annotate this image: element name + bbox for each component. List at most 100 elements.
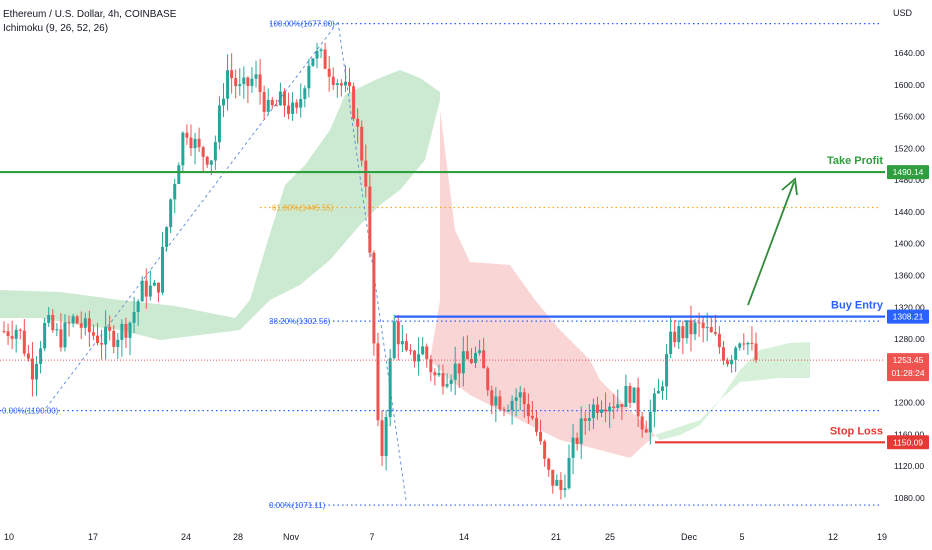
- buy-entry-badge-value: 1308.21: [893, 312, 924, 322]
- candle-body: [469, 359, 473, 363]
- candle-body: [112, 330, 116, 347]
- candle-body: [144, 280, 148, 297]
- candle-body: [563, 488, 567, 490]
- candle-body: [734, 347, 738, 360]
- candle-body: [628, 385, 632, 403]
- candle-body: [364, 160, 368, 187]
- candle-body: [543, 441, 547, 459]
- candle-body: [91, 332, 95, 336]
- trade-levels[interactable]: Take Profit Buy Entry Stop Loss: [0, 155, 885, 444]
- ichimoku-indicator-label[interactable]: Ichimoku (9, 26, 52, 26): [3, 23, 109, 34]
- candle-body: [522, 392, 526, 405]
- candle-body: [413, 350, 417, 362]
- candle-body: [226, 70, 230, 99]
- candle-body: [587, 418, 591, 421]
- candle-body: [185, 132, 189, 138]
- price-tick-label: 1400.00: [894, 239, 925, 249]
- time-tick-label: 19: [877, 532, 887, 542]
- price-tick-label: 1560.00: [894, 112, 925, 122]
- candle-body: [608, 406, 612, 412]
- time-axis[interactable]: 10 17 24 28 Nov 7 14 21 25 Dec 5 12 19: [4, 532, 887, 542]
- candle-body: [494, 396, 498, 406]
- last-price-badge: [887, 353, 929, 382]
- candle-body: [356, 118, 360, 127]
- time-tick-label: 21: [551, 532, 561, 542]
- candle-body: [376, 343, 380, 421]
- candle-body: [95, 335, 99, 344]
- candle-body: [100, 343, 104, 345]
- fibonacci-retracement[interactable]: 100.00%(1677.00) 61.80%(1445.55) 38.20%(13…: [0, 20, 880, 510]
- candle-body: [173, 183, 177, 200]
- time-tick-label: 10: [4, 532, 14, 542]
- symbol-title[interactable]: Ethereum / U.S. Dollar, 4h, COINBASE: [3, 9, 177, 20]
- price-tick-label: 1320.00: [894, 302, 925, 312]
- candle-body: [591, 404, 595, 419]
- candle-body: [352, 86, 356, 119]
- candle-body: [258, 74, 262, 93]
- price-tick-label: 1600.00: [894, 80, 925, 90]
- candle-body: [165, 227, 169, 247]
- candle-body: [408, 350, 412, 352]
- candle-body: [47, 314, 51, 323]
- candle-body: [600, 409, 604, 413]
- price-tick-label: 1280.00: [894, 334, 925, 344]
- candle-body: [620, 404, 624, 407]
- candle-body: [457, 363, 461, 374]
- price-tick-label: 1480.00: [894, 175, 925, 185]
- candle-body: [437, 373, 441, 376]
- candle-body: [681, 326, 685, 339]
- candle-body: [120, 323, 124, 340]
- candle-body: [319, 49, 323, 52]
- candle-body: [169, 199, 173, 228]
- candle-body: [323, 49, 327, 69]
- candle-body: [35, 363, 39, 380]
- candle-body: [474, 352, 478, 363]
- candle-body: [303, 88, 307, 99]
- candle-body: [380, 420, 384, 457]
- candle-body: [530, 416, 534, 419]
- candle-body: [746, 342, 750, 345]
- price-badges: 1490.14 1308.21 1150.09 1253.45 01:28:24: [887, 165, 929, 450]
- candle-body: [750, 342, 754, 344]
- candle-body: [730, 359, 734, 365]
- candle-body: [55, 329, 59, 331]
- candle-body: [201, 147, 205, 157]
- candle-body: [372, 252, 376, 344]
- time-tick-label: Nov: [283, 532, 300, 542]
- candle-body: [656, 390, 660, 394]
- candle-body: [673, 331, 677, 343]
- candle-body: [652, 393, 656, 412]
- candle-body: [595, 404, 599, 413]
- candle-body: [63, 322, 67, 348]
- candle-body: [343, 81, 347, 86]
- candle-body: [331, 76, 335, 85]
- fib-level-label: 38.20%(1302.56): [269, 317, 331, 326]
- fib-level-label: 100.00%(1677.00): [269, 20, 335, 29]
- candle-body: [396, 321, 400, 345]
- candle-body: [726, 360, 730, 365]
- candle-body: [270, 99, 274, 106]
- target-arrow-head[interactable]: [781, 177, 798, 196]
- target-arrow-shaft[interactable]: [747, 181, 795, 306]
- fib-level-label: 0.00%(1190.00): [2, 407, 59, 416]
- price-tick-label: 1640.00: [894, 48, 925, 58]
- stop-loss-label: Stop Loss: [830, 425, 883, 437]
- candle-body: [307, 65, 311, 89]
- candle-body: [116, 339, 120, 347]
- candle-body: [689, 320, 693, 335]
- candle-body: [705, 327, 709, 329]
- candle-body: [209, 160, 213, 165]
- candle-body: [701, 322, 705, 329]
- stop-loss-badge-value: 1150.09: [893, 437, 923, 447]
- candle-body: [721, 347, 725, 361]
- fib-trend-line-up: [45, 21, 339, 409]
- candle-body: [429, 359, 433, 373]
- price-axis[interactable]: 1640.00 1600.00 1560.00 1520.00 1480.00 1440.…: [894, 48, 925, 503]
- candle-body: [441, 373, 445, 387]
- candle-body: [311, 58, 315, 66]
- candle-body: [246, 77, 250, 86]
- take-profit-badge-value: 1490.14: [893, 167, 924, 177]
- buy-entry-badge: [887, 309, 929, 324]
- candle-body: [274, 105, 278, 107]
